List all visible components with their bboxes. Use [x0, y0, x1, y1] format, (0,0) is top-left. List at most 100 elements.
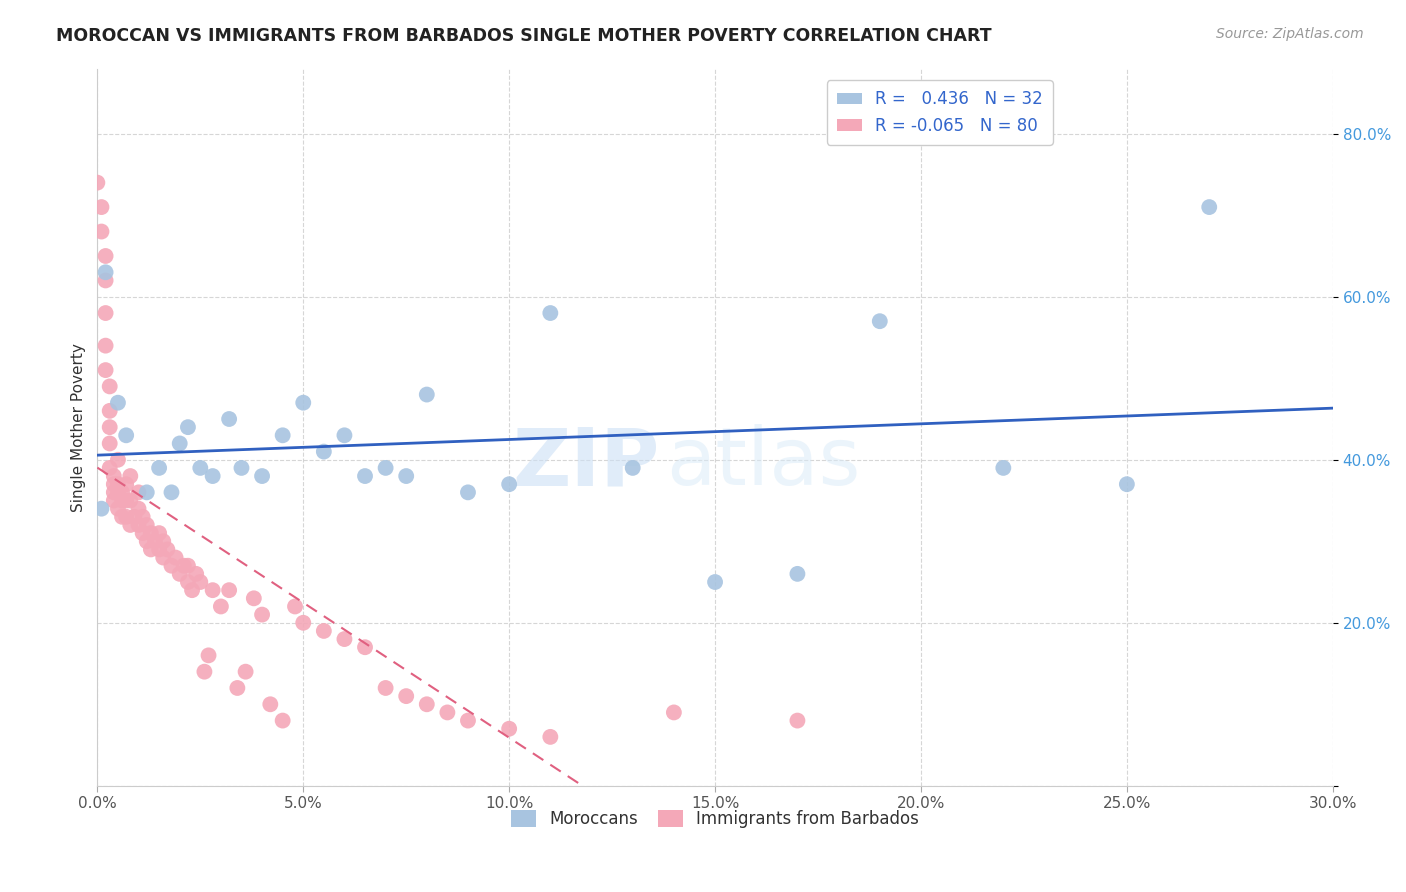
Point: [1198, 200, 1220, 214]
Point: [111, 485, 134, 500]
Point: [148, 542, 170, 557]
Point: [156, 542, 179, 557]
Text: Source: ZipAtlas.com: Source: ZipAtlas.com: [1216, 27, 1364, 41]
Point: [169, 436, 191, 450]
Point: [94, 363, 117, 377]
Point: [131, 509, 153, 524]
Point: [416, 698, 439, 712]
Point: [160, 558, 183, 573]
Point: [218, 412, 240, 426]
Text: ZIP: ZIP: [512, 424, 659, 502]
Point: [333, 428, 356, 442]
Point: [115, 428, 138, 442]
Point: [354, 640, 377, 655]
Point: [235, 665, 257, 679]
Point: [120, 493, 142, 508]
Point: [148, 461, 170, 475]
Point: [498, 722, 520, 736]
Point: [120, 518, 142, 533]
Point: [869, 314, 891, 328]
Point: [374, 681, 396, 695]
Point: [538, 730, 561, 744]
Point: [90, 225, 112, 239]
Point: [94, 306, 117, 320]
Point: [312, 624, 335, 638]
Point: [107, 452, 129, 467]
Point: [135, 485, 157, 500]
Point: [312, 444, 335, 458]
Point: [292, 615, 315, 630]
Point: [457, 714, 479, 728]
Point: [107, 501, 129, 516]
Legend: Moroccans, Immigrants from Barbados: Moroccans, Immigrants from Barbados: [505, 804, 927, 835]
Text: MOROCCAN VS IMMIGRANTS FROM BARBADOS SINGLE MOTHER POVERTY CORRELATION CHART: MOROCCAN VS IMMIGRANTS FROM BARBADOS SIN…: [56, 27, 991, 45]
Point: [107, 477, 129, 491]
Point: [131, 526, 153, 541]
Point: [395, 689, 418, 703]
Point: [292, 395, 315, 409]
Point: [250, 469, 273, 483]
Point: [103, 493, 125, 508]
Point: [271, 428, 294, 442]
Point: [115, 477, 138, 491]
Point: [107, 395, 129, 409]
Point: [98, 461, 121, 475]
Point: [120, 469, 142, 483]
Point: [94, 249, 117, 263]
Point: [90, 200, 112, 214]
Point: [186, 566, 208, 581]
Point: [209, 599, 232, 614]
Point: [786, 714, 808, 728]
Point: [218, 583, 240, 598]
Point: [177, 574, 200, 589]
Point: [621, 461, 644, 475]
Point: [94, 273, 117, 287]
Point: [135, 534, 157, 549]
Point: [115, 509, 138, 524]
Point: [98, 436, 121, 450]
Point: [128, 501, 150, 516]
Point: [704, 574, 727, 589]
Point: [111, 493, 134, 508]
Point: [135, 518, 157, 533]
Point: [498, 477, 520, 491]
Point: [148, 526, 170, 541]
Point: [173, 558, 195, 573]
Point: [139, 526, 162, 541]
Point: [416, 387, 439, 401]
Point: [662, 706, 685, 720]
Point: [333, 632, 356, 646]
Point: [98, 404, 121, 418]
Point: [94, 338, 117, 352]
Point: [107, 485, 129, 500]
Point: [188, 461, 211, 475]
Point: [193, 665, 215, 679]
Point: [143, 534, 166, 549]
Point: [165, 550, 187, 565]
Point: [128, 485, 150, 500]
Point: [188, 574, 211, 589]
Point: [197, 648, 219, 663]
Point: [152, 534, 174, 549]
Point: [111, 509, 134, 524]
Point: [786, 566, 808, 581]
Point: [538, 306, 561, 320]
Point: [226, 681, 249, 695]
Point: [160, 485, 183, 500]
Point: [243, 591, 266, 606]
Point: [250, 607, 273, 622]
Point: [201, 469, 224, 483]
Point: [169, 566, 191, 581]
Point: [201, 583, 224, 598]
Point: [124, 509, 146, 524]
Point: [1115, 477, 1137, 491]
Point: [457, 485, 479, 500]
Point: [98, 420, 121, 434]
Point: [259, 698, 281, 712]
Point: [395, 469, 418, 483]
Point: [177, 420, 200, 434]
Point: [152, 550, 174, 565]
Y-axis label: Single Mother Poverty: Single Mother Poverty: [72, 343, 86, 512]
Point: [993, 461, 1015, 475]
Point: [354, 469, 377, 483]
